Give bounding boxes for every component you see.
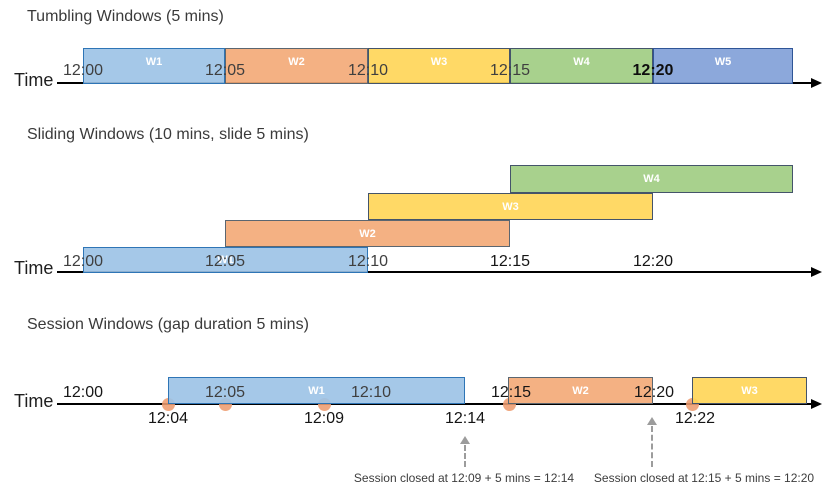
callout-arrow-dashes xyxy=(651,426,653,467)
session-closed-annotation-1: Session closed at 12:09 + 5 mins = 12:14 xyxy=(353,471,575,485)
sliding-window-w4: W4 xyxy=(510,165,793,193)
session-title: Session Windows (gap duration 5 mins) xyxy=(27,316,309,333)
window-label: W1 xyxy=(145,56,163,68)
tumbling-timeline-arrowhead-icon xyxy=(811,78,822,88)
window-label: W1 xyxy=(308,384,325,397)
session-axis-label-1200: 12:00 xyxy=(62,384,104,401)
tumbling-time-axis-label: Time xyxy=(14,70,54,90)
session-time-axis-label: Time xyxy=(14,391,54,411)
callout-arrow-dashes xyxy=(464,445,466,467)
session-timeline-arrowhead-icon xyxy=(811,399,822,409)
sliding-timeline xyxy=(57,271,813,273)
session-event-label-1204: 12:04 xyxy=(147,410,189,427)
session-window-w3: W3 xyxy=(692,377,807,404)
tumbling-tick-1220: 12:20 xyxy=(632,62,674,79)
window-label: W2 xyxy=(359,227,376,240)
sliding-tick-1200: 12:00 xyxy=(62,253,104,270)
window-label: W3 xyxy=(741,384,758,397)
tumbling-tick-1205: 12:05 xyxy=(204,62,246,79)
tumbling-window-w2: W2 xyxy=(225,48,368,84)
session-event-label-1209: 12:09 xyxy=(303,410,345,427)
sliding-window-w2: W2 xyxy=(225,220,510,247)
window-label: W5 xyxy=(714,56,732,68)
tumbling-window-w1: W1 xyxy=(83,48,225,84)
sliding-time-axis-label: Time xyxy=(14,258,54,278)
sliding-tick-1220: 12:20 xyxy=(632,253,674,270)
tumbling-tick-1215: 12:15 xyxy=(489,62,531,79)
sliding-tick-1215: 12:15 xyxy=(489,253,531,270)
window-label: W3 xyxy=(502,200,519,213)
window-label: W3 xyxy=(430,56,448,68)
tumbling-tick-1210: 12:10 xyxy=(347,62,389,79)
session-axis-label-1215: 12:15 xyxy=(490,384,532,401)
sliding-window-w3: W3 xyxy=(368,193,653,220)
session-closed-annotation-2: Session closed at 12:15 + 5 mins = 12:20 xyxy=(593,471,815,485)
sliding-timeline-arrowhead-icon xyxy=(811,267,822,277)
window-label: W2 xyxy=(288,56,305,68)
window-label: W4 xyxy=(573,56,590,68)
sliding-tick-1205: 12:05 xyxy=(204,253,246,270)
callout-arrowhead-icon xyxy=(647,417,657,425)
session-axis-label-1210: 12:10 xyxy=(350,384,392,401)
window-label: W4 xyxy=(643,173,660,185)
session-axis-label-1220: 12:20 xyxy=(633,384,675,401)
tumbling-title: Tumbling Windows (5 mins) xyxy=(27,8,224,25)
session-window-w2: W2 xyxy=(508,377,653,404)
session-timeline xyxy=(57,403,813,405)
tumbling-window-w3: W3 xyxy=(368,48,510,84)
tumbling-tick-1200: 12:00 xyxy=(62,62,104,79)
session-window-w1: W1 xyxy=(168,377,465,404)
session-axis-label-1205: 12:05 xyxy=(204,384,246,401)
tumbling-window-w5: W5 xyxy=(653,48,793,84)
session-event-label-1214: 12:14 xyxy=(444,410,486,427)
sliding-window-w1: W1 xyxy=(83,247,368,273)
tumbling-window-w4: W4 xyxy=(510,48,653,84)
callout-arrowhead-icon xyxy=(460,436,470,444)
session-event-label-1222: 12:22 xyxy=(674,410,716,427)
sliding-tick-1210: 12:10 xyxy=(347,253,389,270)
window-label: W2 xyxy=(572,384,589,397)
window-label: W1 xyxy=(217,254,234,266)
sliding-title: Sliding Windows (10 mins, slide 5 mins) xyxy=(27,126,309,143)
